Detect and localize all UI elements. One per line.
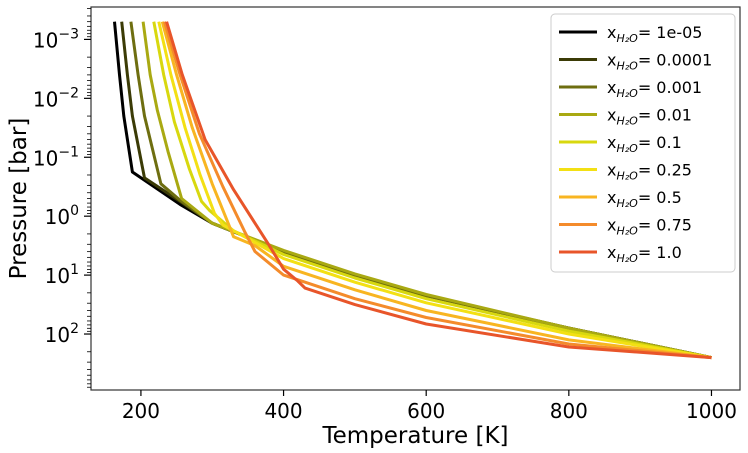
y-axis: 10−3 10−2 10−1 100 101 102 (33, 8, 91, 388)
y-tick-label: 10−1 (33, 144, 79, 170)
legend-label-8: xH₂O= 1.0 (607, 243, 682, 265)
x-tick-label: 1000 (686, 399, 737, 423)
legend-label-6: xH₂O= 0.5 (607, 188, 682, 210)
series-line-8 (165, 21, 712, 360)
legend: xH₂O= 1e-05 xH₂O= 0.0001 xH₂O= 0.001 xH₂O= … (550, 13, 736, 273)
x-tick-label: 600 (407, 399, 445, 423)
y-tick-label: 10−2 (33, 85, 79, 111)
legend-label-7: xH₂O= 0.75 (607, 216, 692, 238)
legend-label-3: xH₂O= 0.01 (607, 106, 692, 128)
y-tick-label: 102 (45, 321, 79, 347)
legend-label-4: xH₂O= 0.1 (607, 133, 682, 155)
series-line-5 (157, 21, 712, 360)
series-line-3 (141, 21, 712, 360)
x-tick-label: 200 (122, 399, 160, 423)
legend-label-2: xH₂O= 0.001 (607, 78, 702, 100)
series-line-7 (163, 21, 712, 360)
x-tick-label: 400 (264, 399, 302, 423)
legend-box (550, 13, 736, 273)
y-tick-label: 10−3 (33, 26, 79, 52)
legend-label-5: xH₂O= 0.25 (607, 161, 692, 183)
series-line-6 (160, 21, 712, 360)
series-layer (113, 21, 712, 360)
y-axis-title: Pressure [bar] (6, 118, 32, 280)
y-tick-label: 100 (45, 203, 79, 229)
x-tick-label: 800 (550, 399, 588, 423)
x-axis-title: Temperature [K] (321, 423, 508, 449)
legend-label-1: xH₂O= 0.0001 (607, 51, 712, 73)
legend-label-0: xH₂O= 1e-05 (607, 23, 702, 45)
y-tick-label: 101 (45, 262, 79, 288)
x-axis: 200 400 600 800 1000 (122, 390, 737, 423)
